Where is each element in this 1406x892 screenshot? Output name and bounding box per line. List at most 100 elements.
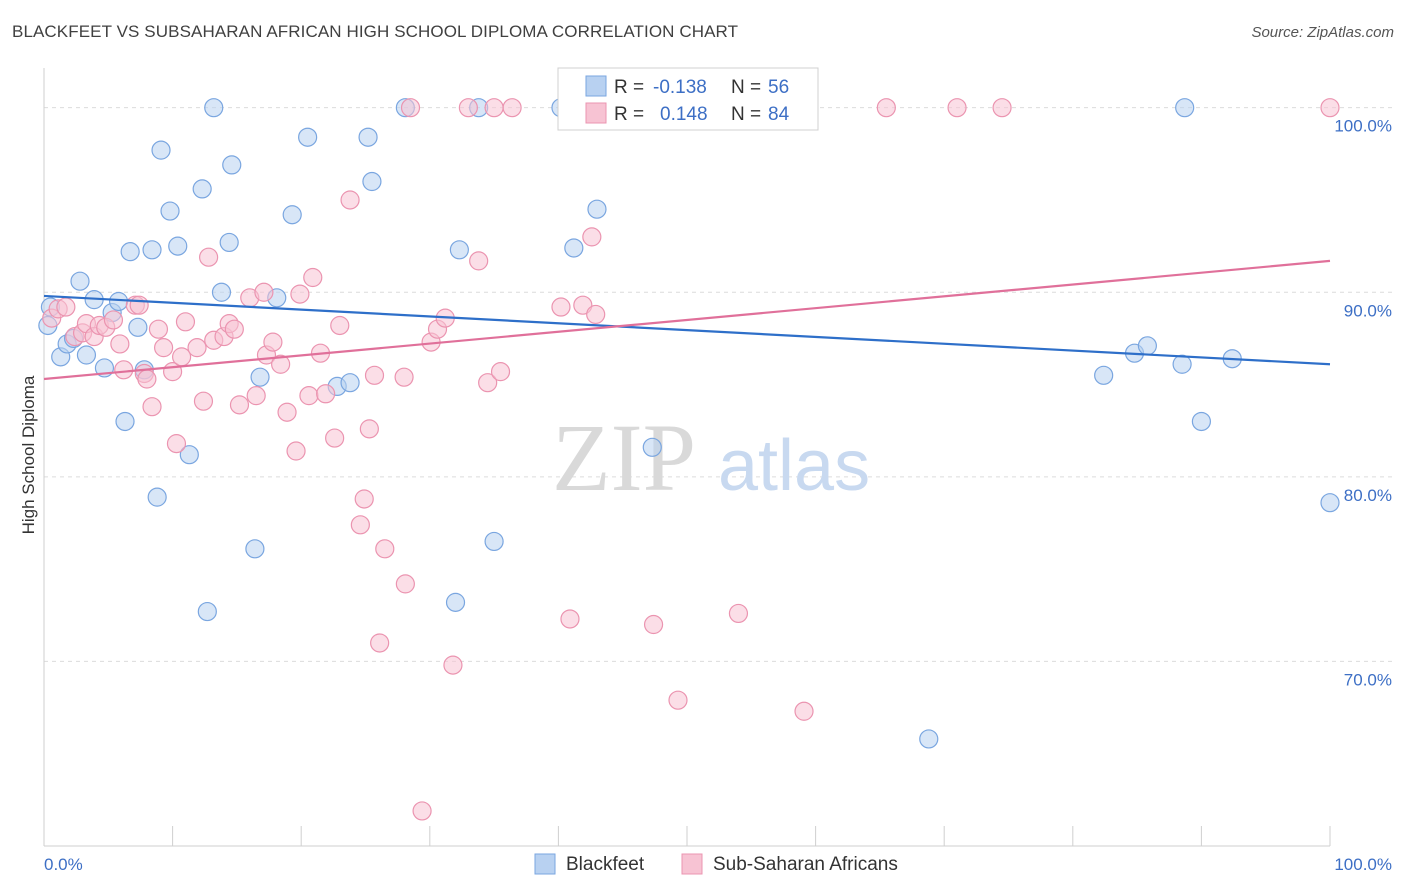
subsaharan-point xyxy=(370,633,390,653)
subsaharan-point xyxy=(224,319,244,339)
grid-lines xyxy=(44,107,1392,662)
subsaharan-point xyxy=(103,310,124,330)
subsaharan-point xyxy=(350,515,370,535)
subsaharan-point xyxy=(254,282,274,302)
stats-subsaharan-n-label: N = xyxy=(731,104,761,125)
blackfeet-point xyxy=(192,179,212,199)
subsaharan-point xyxy=(299,386,319,406)
blackfeet-point xyxy=(1094,365,1114,385)
blackfeet-point xyxy=(298,127,318,147)
subsaharan-point xyxy=(484,98,504,118)
subsaharan-point xyxy=(316,384,336,404)
blackfeet-point xyxy=(1191,411,1212,432)
subsaharan-point xyxy=(551,297,571,317)
blackfeet-point xyxy=(151,140,171,160)
subsaharan-point xyxy=(400,98,421,118)
subsaharan-point xyxy=(643,614,664,635)
subsaharan-point xyxy=(560,609,580,629)
blackfeet-point xyxy=(204,98,224,118)
subsaharan-point xyxy=(330,315,350,336)
subsaharan-point xyxy=(114,360,134,380)
subsaharan-point xyxy=(668,690,688,710)
x-tick-marks xyxy=(43,826,1331,846)
stats-blackfeet-n-value: 56 xyxy=(768,77,789,98)
legend-subsaharan-swatch xyxy=(681,853,703,875)
subsaharan-point xyxy=(490,362,511,382)
subsaharan-point xyxy=(469,251,489,271)
y-tick-label: 70.0% xyxy=(1344,670,1392,689)
blackfeet-point xyxy=(250,367,270,387)
blackfeet-point xyxy=(642,437,662,457)
subsaharan-point xyxy=(193,391,214,411)
stats-blackfeet-swatch xyxy=(585,75,607,97)
blackfeet-point xyxy=(340,373,360,393)
stats-box: R = -0.138 N = 56 R = 0.148 N = 84 xyxy=(557,67,819,131)
subsaharan-point xyxy=(794,701,814,721)
watermark-atlas: atlas xyxy=(718,426,870,506)
blackfeet-point xyxy=(197,601,217,622)
subsaharan-point xyxy=(582,227,602,247)
subsaharan-point xyxy=(992,98,1012,118)
subsaharan-point xyxy=(340,190,360,210)
blackfeet-point xyxy=(445,592,466,612)
subsaharan-point xyxy=(947,98,967,118)
blackfeet-trend-line xyxy=(43,294,1331,366)
subsaharan-point xyxy=(1320,98,1340,118)
subsaharan-point xyxy=(286,441,306,461)
x-tick-label: 100.0% xyxy=(1334,855,1392,874)
y-tick-label: 90.0% xyxy=(1344,301,1392,320)
subsaharan-point xyxy=(137,369,157,389)
watermark-zip: ZIP xyxy=(552,404,696,511)
subsaharan-point xyxy=(56,297,76,317)
blackfeet-point xyxy=(1175,98,1195,118)
blackfeet-point xyxy=(168,236,188,256)
legend-blackfeet-label: Blackfeet xyxy=(566,854,645,875)
stats-subsaharan-r-label: R = xyxy=(614,104,644,125)
subsaharan-trend-line xyxy=(43,259,1331,381)
subsaharan-point xyxy=(187,338,207,358)
blackfeet-point xyxy=(362,171,382,192)
subsaharan-point xyxy=(359,419,379,439)
y-tick-label: 80.0% xyxy=(1344,486,1392,505)
subsaharan-point xyxy=(412,801,432,821)
blackfeet-point xyxy=(449,240,469,260)
subsaharan-point xyxy=(303,267,323,288)
blackfeet-point xyxy=(587,199,607,219)
blackfeet-point xyxy=(919,729,939,749)
stats-subsaharan-r-value: 0.148 xyxy=(660,104,708,125)
subsaharan-point xyxy=(277,402,297,422)
blackfeet-point xyxy=(147,487,167,507)
legend-blackfeet-swatch xyxy=(534,853,556,875)
blackfeet-point xyxy=(222,155,242,175)
subsaharan-point xyxy=(586,304,606,325)
subsaharan-point xyxy=(375,539,395,559)
blackfeet-point xyxy=(358,127,378,147)
subsaharan-point xyxy=(148,319,169,339)
subsaharan-point xyxy=(129,295,149,315)
blackfeet-point xyxy=(179,445,199,465)
subsaharan-point xyxy=(229,395,250,415)
blackfeet-point xyxy=(211,282,232,302)
legend: Blackfeet Sub-Saharan Africans xyxy=(534,853,898,875)
subsaharan-point xyxy=(876,98,896,118)
subsaharan-point xyxy=(199,247,219,267)
subsaharan-point xyxy=(573,295,593,315)
subsaharan-point xyxy=(142,397,162,417)
stats-blackfeet-r-value: -0.138 xyxy=(653,77,707,98)
subsaharan-point xyxy=(443,655,463,675)
subsaharan-point xyxy=(458,98,478,118)
blackfeet-point xyxy=(564,238,584,258)
subsaharan-point xyxy=(502,98,522,118)
subsaharan-point xyxy=(166,434,187,454)
x-tick-labels: 0.0% 100.0% xyxy=(44,855,1392,874)
subsaharan-point xyxy=(246,386,266,406)
blackfeet-point xyxy=(128,317,148,337)
y-tick-label: 100.0% xyxy=(1334,117,1392,136)
blackfeet-point xyxy=(160,201,180,221)
subsaharan-point xyxy=(394,367,414,387)
blackfeet-point xyxy=(120,242,140,262)
stats-blackfeet-r-label: R = xyxy=(614,77,644,98)
blackfeet-point xyxy=(245,539,265,559)
subsaharan-point xyxy=(153,338,174,358)
